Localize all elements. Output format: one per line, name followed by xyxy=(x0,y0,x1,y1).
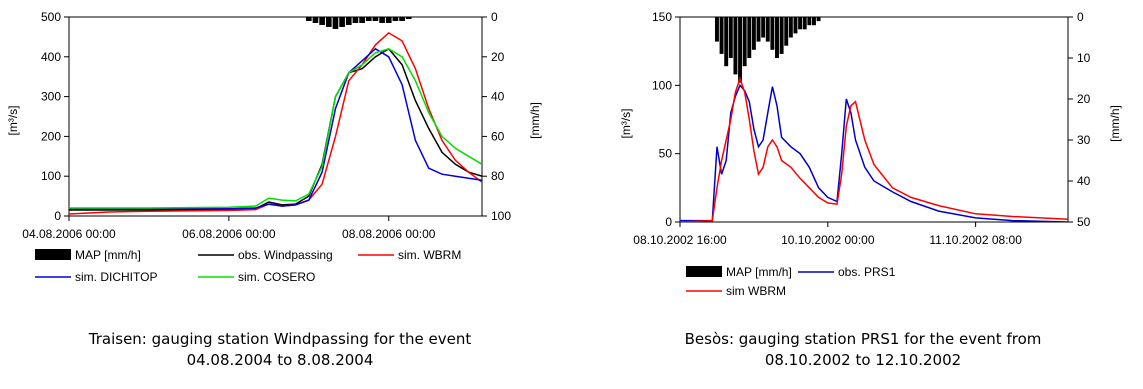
precip-bar xyxy=(728,17,733,58)
precip-bar xyxy=(761,17,766,38)
chart-traisen: 0 100 200 300 400 500 0 20 40 60 80 100 04.08.2006 0… xyxy=(6,10,542,284)
precip-bar xyxy=(332,17,339,29)
series-line xyxy=(69,31,482,215)
legend-swatch xyxy=(35,249,71,260)
legend-label: MAP [mm/h] xyxy=(75,248,141,262)
caption-besos-line2: 08.10.2002 to 12.10.2002 xyxy=(764,351,962,369)
precip-bar xyxy=(779,17,784,54)
x-tick-label: 08.08.2006 00:00 xyxy=(342,227,436,241)
y-axis-label: [m³/s] xyxy=(619,109,633,139)
y2-axis-label: [mm/h] xyxy=(1108,105,1122,142)
y-tick-label: 0 xyxy=(54,209,61,223)
legend-swatch xyxy=(686,266,722,277)
precip-bar xyxy=(793,17,798,34)
precip-bar xyxy=(816,17,821,22)
precip-bars xyxy=(714,17,821,83)
precip-bar xyxy=(352,17,359,23)
precip-bar xyxy=(765,17,770,42)
precip-bar xyxy=(775,17,779,58)
precip-bar xyxy=(359,17,365,23)
precip-bar xyxy=(319,17,325,25)
y2-tick-label: 30 xyxy=(1077,133,1091,147)
caption-traisen-line1: Traisen: gauging station Windpassing for… xyxy=(88,330,472,348)
precip-bar xyxy=(807,17,812,26)
precip-bar xyxy=(719,17,724,54)
x-tick-label: 10.10.2002 00:00 xyxy=(781,233,875,247)
plot-area xyxy=(679,16,1069,223)
x-tick-label: 11.10.2002 08:00 xyxy=(929,233,1022,247)
y2-tick-label: 40 xyxy=(491,90,505,104)
precip-bar xyxy=(305,17,312,21)
y-tick-label: 150 xyxy=(652,10,672,24)
precip-bar xyxy=(811,17,816,26)
series-line xyxy=(680,83,1068,222)
precip-bar xyxy=(724,17,729,67)
precip-bar xyxy=(756,17,761,42)
precip-bar xyxy=(798,17,803,30)
y2-tick-label: 40 xyxy=(1077,174,1091,188)
y-tick-label: 0 xyxy=(665,215,672,229)
precip-bar xyxy=(385,17,392,23)
precip-bar xyxy=(325,17,332,27)
y-tick-label: 300 xyxy=(41,90,61,104)
legend-label: sim. COSERO xyxy=(238,270,315,284)
precip-bar xyxy=(392,17,399,21)
caption-traisen: Traisen: gauging station Windpassing for… xyxy=(0,329,560,371)
y2-tick-label: 20 xyxy=(1077,92,1091,106)
y2-tick-label: 80 xyxy=(491,169,505,183)
legend-label: MAP [mm/h] xyxy=(726,265,792,279)
y-tick-label: 400 xyxy=(41,50,61,64)
precip-bar xyxy=(802,17,807,30)
legend-label: sim. DICHITOP xyxy=(75,270,157,284)
precip-bar xyxy=(788,17,793,38)
precip-bar xyxy=(372,17,379,21)
precip-bar xyxy=(738,17,743,83)
precip-bar xyxy=(379,17,385,23)
precip-bar xyxy=(747,17,752,58)
y2-tick-label: 10 xyxy=(1077,51,1091,65)
y-tick-label: 100 xyxy=(41,169,61,183)
precip-bar xyxy=(345,17,352,25)
caption-besos: Besòs: gauging station PRS1 for the even… xyxy=(583,329,1143,371)
plot-area xyxy=(68,16,483,217)
precip-bar xyxy=(742,17,747,67)
precip-bar xyxy=(784,17,789,46)
precip-bar xyxy=(312,17,319,23)
precip-bar xyxy=(751,17,756,50)
precip-bars xyxy=(305,17,412,29)
y2-tick-label: 50 xyxy=(1077,215,1091,229)
y-tick-label: 500 xyxy=(41,10,61,24)
y2-tick-label: 0 xyxy=(491,10,498,24)
x-tick-label: 08.10.2002 16:00 xyxy=(633,233,727,247)
precip-bar xyxy=(399,17,405,21)
series-line xyxy=(69,47,482,211)
y-axis-label: [m³/s] xyxy=(6,106,20,136)
precip-bar xyxy=(770,17,775,50)
legend-label: sim. WBRM xyxy=(398,248,461,262)
y-tick-label: 200 xyxy=(41,129,61,143)
x-tick-label: 06.08.2006 00:00 xyxy=(182,227,276,241)
y2-tick-label: 0 xyxy=(1077,10,1084,24)
precip-bar xyxy=(405,17,412,19)
y2-tick-label: 60 xyxy=(491,129,505,143)
y2-tick-label: 20 xyxy=(491,50,505,64)
caption-traisen-line2: 04.08.2004 to 8.08.2004 xyxy=(186,351,374,369)
y-tick-label: 50 xyxy=(659,147,673,161)
legend-label: obs. PRS1 xyxy=(838,265,896,279)
chart-besos: 0 50 100 150 0 10 20 30 40 50 08.10.2002 16:00 10.1… xyxy=(619,10,1122,298)
precip-bar xyxy=(365,17,372,21)
precip-bar xyxy=(733,17,738,75)
y2-tick-label: 100 xyxy=(491,209,511,223)
y-tick-label: 100 xyxy=(652,78,672,92)
legend-label: obs. Windpassing xyxy=(238,248,333,262)
x-tick-label: 04.08.2006 00:00 xyxy=(22,227,116,241)
series-line xyxy=(69,47,482,210)
series-line xyxy=(69,47,482,209)
legend-label: sim WBRM xyxy=(726,284,786,298)
series-line xyxy=(680,76,1068,222)
y2-axis-label: [mm/h] xyxy=(528,102,542,139)
caption-besos-line1: Besòs: gauging station PRS1 for the even… xyxy=(684,330,1042,348)
precip-bar xyxy=(714,17,719,42)
precip-bar xyxy=(339,17,345,27)
